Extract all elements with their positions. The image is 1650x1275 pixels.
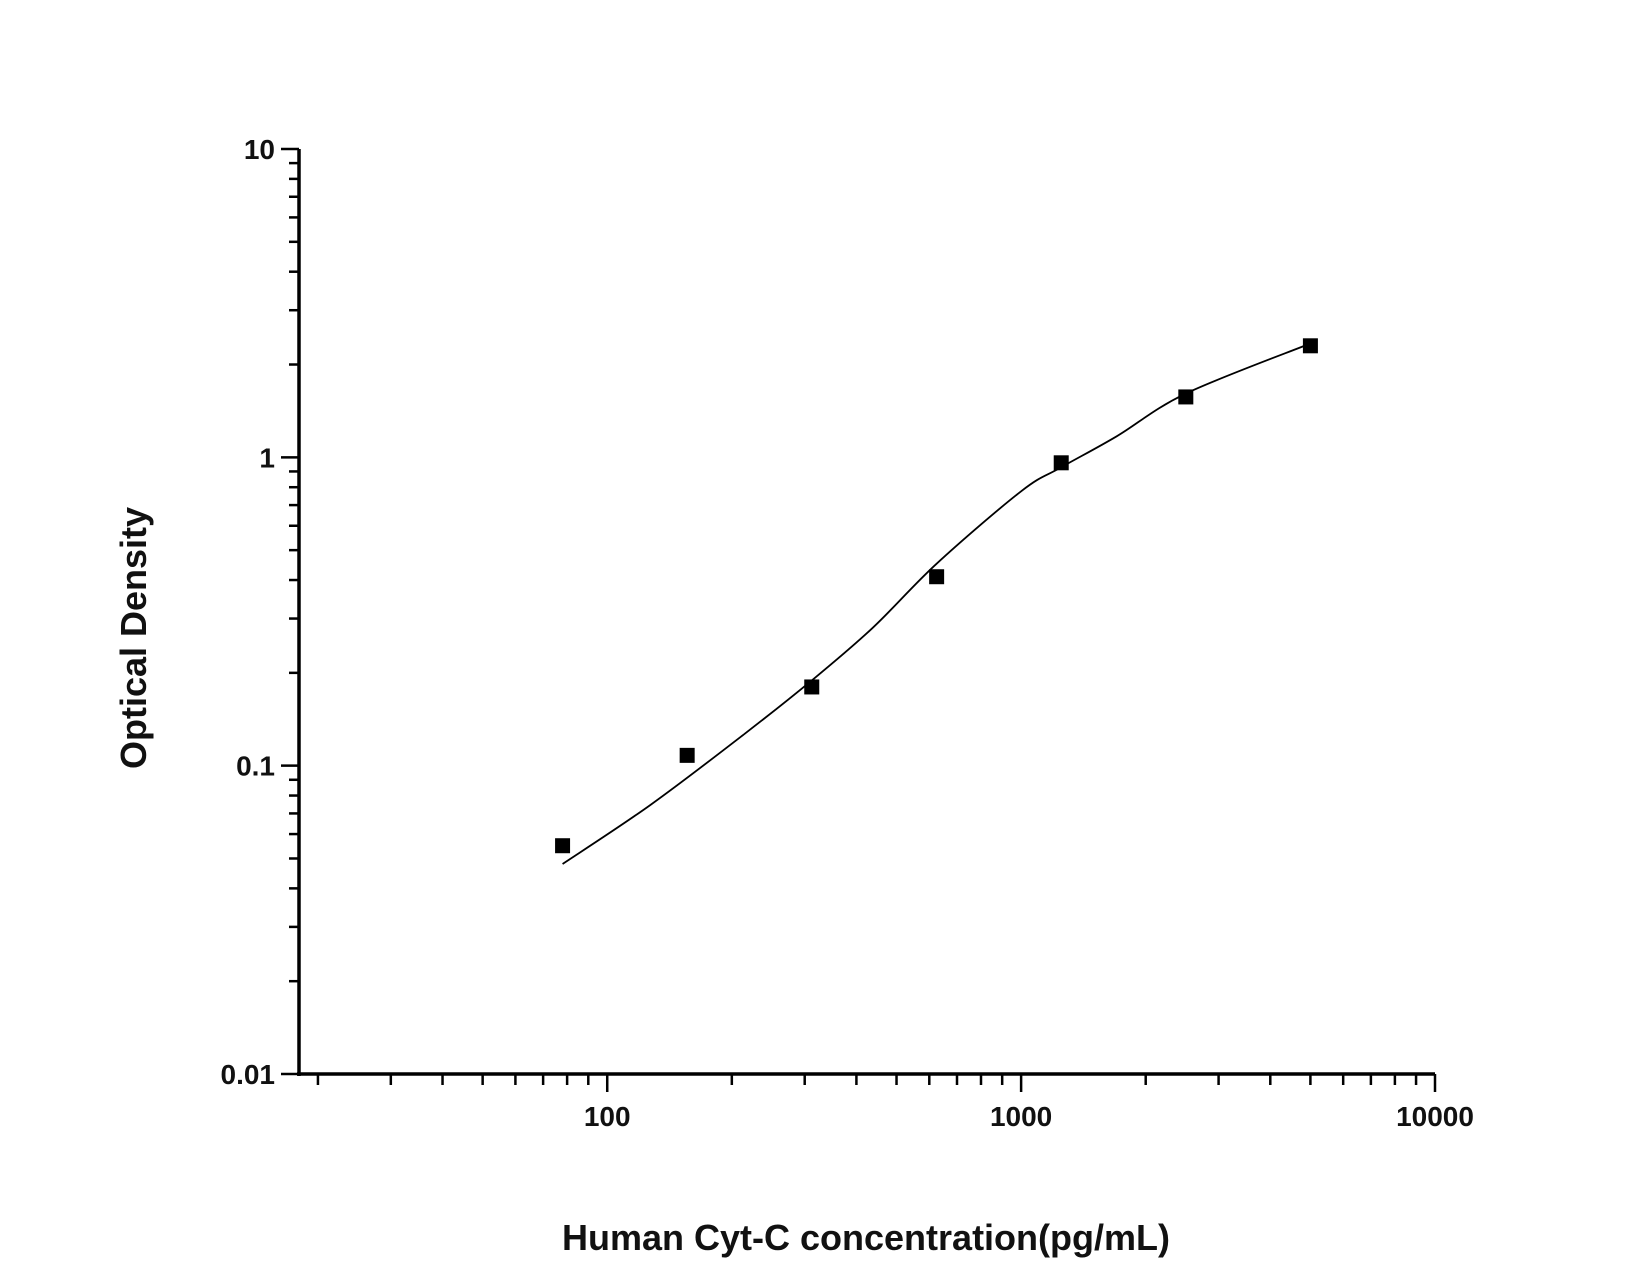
ticks: 100 1000 10000 0.01 0.1 1 10 [221, 134, 1474, 1132]
fit-curve [562, 342, 1311, 865]
data-point [1053, 455, 1069, 471]
fit-curve-layer [562, 342, 1311, 865]
axes [297, 149, 1435, 1076]
y-tick-label: 0.1 [236, 751, 275, 782]
x-axis-title: Human Cyt-C concentration(pg/mL) [562, 1217, 1170, 1258]
data-point [555, 838, 571, 854]
x-tick-label: 10000 [1396, 1101, 1474, 1132]
data-point [679, 747, 695, 763]
y-tick-label: 1 [259, 442, 275, 473]
data-points-layer [555, 338, 1318, 854]
y-tick-label: 0.01 [221, 1059, 276, 1090]
x-tick-label: 1000 [990, 1101, 1052, 1132]
data-point [804, 679, 820, 695]
data-point [1178, 389, 1194, 405]
data-point [929, 569, 945, 585]
data-point [1302, 338, 1318, 354]
x-tick-label: 100 [584, 1101, 631, 1132]
y-tick-label: 10 [244, 134, 275, 165]
y-axis-title: Optical Density [113, 507, 154, 769]
